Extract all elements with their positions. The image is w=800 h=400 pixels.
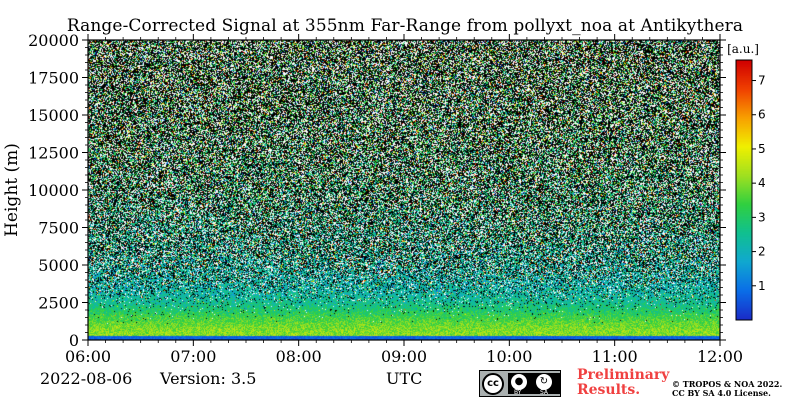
copyright-line-2: CC BY SA 4.0 License. — [672, 388, 771, 398]
x-tick-label: 06:00 — [65, 347, 111, 366]
version-label: Version: 3.5 — [160, 369, 257, 388]
date-label: 2022-08-06 — [40, 369, 133, 388]
colorbar-tick-label: 6 — [758, 108, 766, 122]
heatmap-image — [88, 40, 720, 340]
x-tick-label: 08:00 — [276, 347, 322, 366]
y-tick-label: 0 — [69, 331, 79, 350]
preliminary-line-2: Results. — [577, 382, 641, 398]
colorbar-tick-label: 2 — [758, 245, 766, 259]
copyright-notice: © TROPOS & NOA 2022. CC BY SA 4.0 Licens… — [672, 380, 797, 398]
colorbar-tick-label: 4 — [758, 176, 766, 190]
colorbar-tick-label: 7 — [758, 74, 766, 88]
colorbar-tick-label: 5 — [758, 142, 766, 156]
y-axis-label: Height (m) — [2, 143, 22, 237]
cc-license-badge: cc ● ↻ BY SA — [479, 370, 561, 397]
y-tick-label: 2500 — [38, 294, 79, 313]
share-alike-icon: ↻ — [536, 374, 552, 390]
x-tick-label: 12:00 — [697, 347, 743, 366]
x-tick-label: 07:00 — [170, 347, 216, 366]
colorbar-label: [a.u.] — [727, 42, 759, 56]
y-tick-label: 12500 — [28, 144, 79, 163]
x-axis-unit-label: UTC — [386, 369, 423, 388]
x-tick-label: 11:00 — [592, 347, 638, 366]
colorbar-tick-label: 1 — [758, 279, 766, 293]
y-tick-label: 10000 — [28, 181, 79, 200]
y-tick-label: 17500 — [28, 69, 79, 88]
y-tick-label: 15000 — [28, 106, 79, 125]
attribution-icon: ● — [511, 374, 527, 390]
preliminary-line-1: Preliminary — [577, 367, 670, 383]
y-tick-label: 5000 — [38, 256, 79, 275]
x-tick-label: 10:00 — [486, 347, 532, 366]
by-label: BY — [514, 389, 522, 396]
cc-icon: cc — [482, 373, 504, 395]
colorbar-frame — [735, 59, 753, 321]
x-tick-label: 09:00 — [381, 347, 427, 366]
y-tick-label: 7500 — [38, 219, 79, 238]
chart-title: Range-Corrected Signal at 355nm Far-Rang… — [66, 16, 744, 36]
preliminary-notice: Preliminary Results. — [577, 368, 677, 398]
colorbar-image — [736, 60, 752, 320]
copyright-line-1: © TROPOS & NOA 2022. — [672, 379, 783, 389]
colorbar-tick-label: 3 — [758, 210, 766, 224]
sa-label: SA — [540, 389, 549, 396]
y-tick-label: 20000 — [28, 31, 79, 50]
